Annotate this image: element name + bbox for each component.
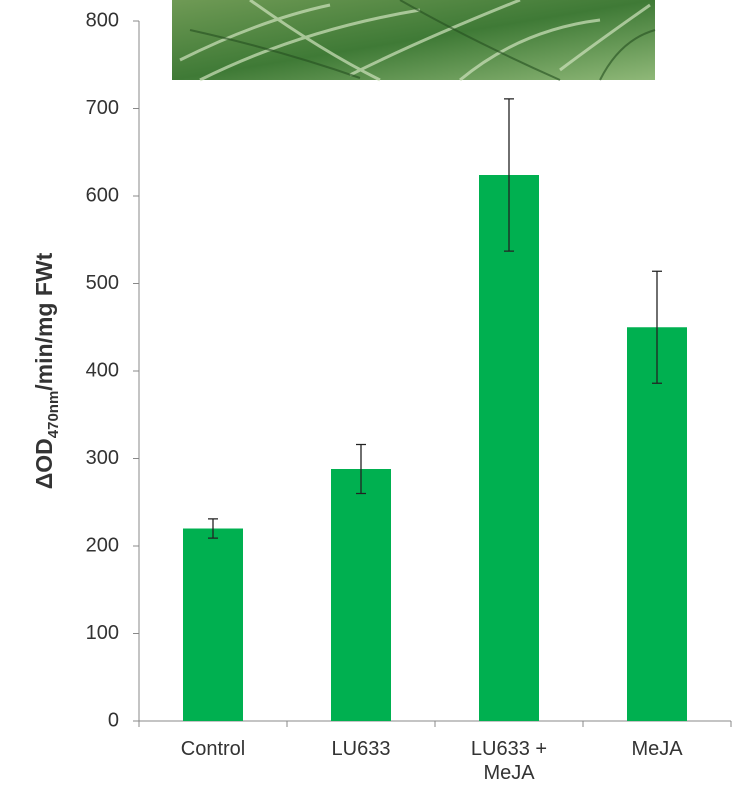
y-tick-label: 100 [86,622,119,644]
y-label-subscript: 470nm [45,391,62,439]
bar [331,469,391,721]
y-tick-label: 500 [86,272,119,294]
y-tick-label: 300 [86,447,119,469]
bar [479,175,539,721]
bar [627,327,687,721]
x-tick-label: Control [180,738,246,760]
y-tick-label: 600 [86,184,119,206]
bar [183,528,243,721]
y-label-main: ΔOD [31,438,57,489]
error-bar [356,443,366,495]
y-label-suffix: /min/mg FWt [31,252,57,390]
y-tick-label: 400 [86,359,119,381]
x-tick-label: LU633 + MeJA [470,738,548,784]
error-bar [208,518,218,539]
x-tick-label: LU633 [331,738,391,760]
error-bar [652,270,662,384]
y-tick-label: 0 [108,709,119,731]
x-tick-label: MeJA [631,738,683,760]
y-axis-label: ΔOD470nm/min/mg FWt [31,252,62,489]
y-tick-label: 700 [86,97,119,119]
y-tick-label: 800 [86,9,119,31]
y-tick-label: 200 [86,534,119,556]
photo-inset [172,0,656,82]
error-bar [504,98,514,252]
